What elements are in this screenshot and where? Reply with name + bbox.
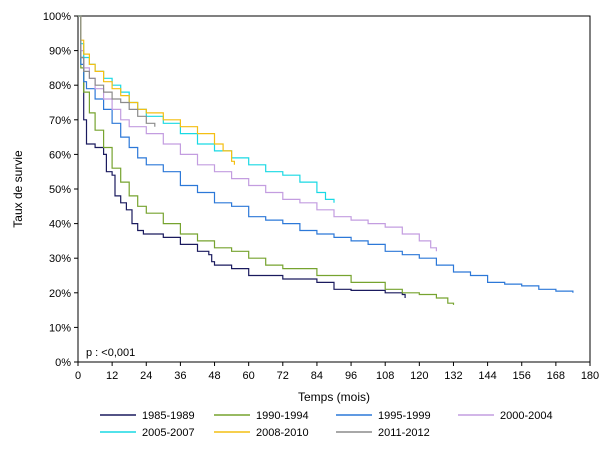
y-axis-ticks: 0% 10% 20% 30% 40% 50% 60% 70% 80% 90% 100% [43, 11, 78, 369]
x-tick-label: 60 [243, 370, 255, 382]
x-axis-ticks: 0 12 24 36 48 60 72 84 96 108 120 132 144 156 168 180 [75, 362, 599, 382]
y-tick-label: 20% [49, 288, 71, 300]
legend-label-2005-2007: 2005-2007 [142, 427, 195, 439]
legend-label-2008-2010: 2008-2010 [256, 427, 309, 439]
y-tick-label: 0% [55, 357, 71, 369]
y-tick-label: 50% [49, 184, 71, 196]
legend: 1985-1989 1990-1994 1995-1999 2000-2004 2005… [100, 410, 553, 439]
x-tick-label: 84 [311, 370, 323, 382]
series-line-1995-1999 [78, 15, 574, 293]
series-line-1985-1989 [78, 15, 406, 298]
x-tick-label: 36 [174, 370, 186, 382]
series-line-2011-2012 [78, 15, 156, 127]
x-tick-label: 120 [410, 370, 428, 382]
x-tick-label: 144 [478, 370, 496, 382]
x-tick-label: 96 [345, 370, 357, 382]
y-tick-label: 30% [49, 253, 71, 265]
x-tick-label: 180 [581, 370, 599, 382]
y-tick-label: 90% [49, 46, 71, 58]
x-tick-label: 24 [140, 370, 152, 382]
series-line-2008-2010 [78, 15, 235, 165]
x-axis-title: Temps (mois) [298, 390, 370, 404]
x-tick-label: 0 [75, 370, 81, 382]
x-tick-label: 168 [547, 370, 565, 382]
x-tick-label: 48 [208, 370, 220, 382]
x-tick-label: 72 [277, 370, 289, 382]
legend-label-1990-1994: 1990-1994 [256, 410, 309, 422]
y-tick-label: 80% [49, 80, 71, 92]
series-layer [78, 15, 574, 305]
series-line-1990-1994 [78, 15, 455, 305]
x-tick-label: 156 [513, 370, 531, 382]
legend-label-1995-1999: 1995-1999 [378, 410, 431, 422]
x-tick-label: 12 [106, 370, 118, 382]
legend-label-2011-2012: 2011-2012 [378, 427, 430, 439]
y-tick-label: 100% [43, 11, 71, 23]
y-tick-label: 10% [49, 322, 71, 334]
x-tick-label: 108 [376, 370, 394, 382]
plot-frame [77, 15, 591, 363]
y-tick-label: 40% [49, 219, 71, 231]
x-tick-label: 132 [444, 370, 462, 382]
p-value-annotation: p : <0,001 [86, 347, 135, 359]
y-axis-title: Taux de survie [11, 150, 25, 228]
legend-label-1985-1989: 1985-1989 [142, 410, 195, 422]
y-tick-label: 60% [49, 149, 71, 161]
y-tick-label: 70% [49, 115, 71, 127]
legend-label-2000-2004: 2000-2004 [500, 410, 553, 422]
